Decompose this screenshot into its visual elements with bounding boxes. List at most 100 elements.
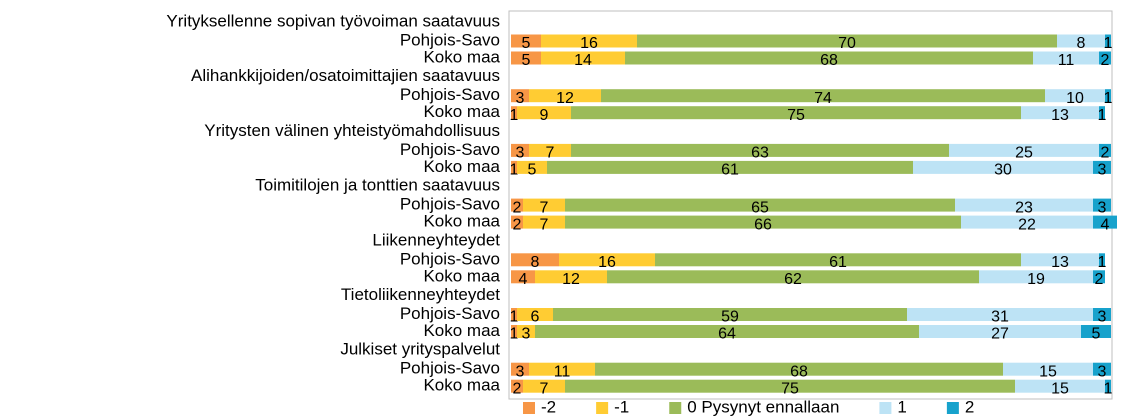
bar-segment (1033, 51, 1099, 65)
bar-segment (523, 198, 565, 212)
data-label: 1 (1104, 35, 1113, 52)
data-label: 7 (546, 145, 555, 162)
data-label: 2 (1101, 145, 1110, 162)
data-label: 1 (510, 162, 519, 179)
category-label: Koko maa (423, 266, 500, 285)
bar-segment (511, 270, 535, 284)
bar-segment (511, 308, 517, 321)
bar-segment (1099, 51, 1111, 65)
group-title: Alihankkijoiden/osatoimittajien saatavuu… (191, 66, 500, 85)
bar-segment (1057, 34, 1105, 48)
data-label: 64 (718, 326, 736, 343)
data-label: 9 (540, 107, 549, 124)
data-label: 2 (1095, 271, 1104, 288)
bar-segment (511, 89, 529, 103)
data-label: 16 (598, 254, 616, 271)
data-label: 15 (1039, 363, 1057, 380)
legend-swatch (596, 402, 609, 414)
data-label: 1 (1104, 90, 1113, 107)
data-label: 30 (994, 162, 1012, 179)
data-label: 2 (513, 199, 522, 216)
bar-segment (565, 379, 1015, 393)
bar-segment (529, 89, 601, 103)
bar-segment (511, 362, 529, 376)
bar-segment (1021, 253, 1099, 267)
data-label: 4 (1101, 216, 1110, 233)
category-label: Pohjois-Savo (400, 249, 500, 268)
data-label: 3 (516, 145, 525, 162)
bar-segment (1015, 379, 1105, 393)
data-label: 13 (1051, 107, 1069, 124)
bar-segment (541, 34, 637, 48)
data-label: 11 (554, 363, 571, 380)
bar-segment (1003, 362, 1093, 376)
bar-segment (571, 106, 1021, 120)
bar-segment (1093, 198, 1111, 212)
bar-segment (511, 51, 541, 65)
data-label: 4 (519, 271, 528, 288)
bar-segment (535, 325, 919, 338)
data-label: 3 (516, 363, 525, 380)
bar-segment (1045, 89, 1105, 103)
bar-segment (535, 270, 607, 284)
bar-segment (511, 215, 523, 229)
category-label: Pohjois-Savo (400, 30, 500, 49)
data-label: 3 (1098, 363, 1107, 380)
bar-segment (511, 34, 541, 48)
data-label: 3 (516, 90, 525, 107)
legend-swatch (946, 402, 959, 414)
bar-segment (1093, 160, 1111, 174)
bar-segment (1093, 308, 1111, 321)
data-label: 3 (1098, 309, 1107, 326)
bar-segment (517, 308, 553, 321)
category-label: Koko maa (423, 212, 500, 231)
bar-segment (517, 325, 535, 338)
bar-segment (517, 106, 571, 120)
bar-segment (529, 143, 571, 157)
data-label: 14 (574, 52, 592, 69)
group-title: Yrityksellenne sopivan työvoiman saatavu… (166, 11, 500, 30)
legend-label: -2 (541, 397, 556, 416)
bar-segment (919, 325, 1081, 338)
legend-label: 2 (965, 397, 974, 416)
data-label: 5 (528, 162, 537, 179)
bar-segment (571, 143, 949, 157)
bar-segment (511, 253, 559, 267)
data-label: 12 (556, 90, 574, 107)
data-label: 3 (522, 326, 531, 343)
data-label: 7 (540, 216, 549, 233)
group-title: Yritysten välinen yhteistyömahdollisuus (204, 121, 500, 140)
data-label: 7 (540, 199, 549, 216)
data-label: 1 (510, 309, 519, 326)
legend-swatch (879, 402, 892, 414)
bar-segment (1081, 325, 1111, 338)
data-label: 1 (510, 326, 519, 343)
data-label: 8 (1077, 35, 1086, 52)
data-label: 25 (1015, 145, 1033, 162)
bar-segment (949, 143, 1099, 157)
bar-segment (1093, 215, 1117, 229)
data-label: 1 (1098, 254, 1107, 271)
data-label: 75 (787, 107, 805, 124)
data-label: 70 (838, 35, 856, 52)
data-label: 5 (1092, 326, 1101, 343)
data-label: 27 (991, 326, 1009, 343)
data-label: 15 (1051, 380, 1069, 397)
bar-segment (637, 34, 1057, 48)
bar-segment (517, 160, 547, 174)
bar-segment (955, 198, 1093, 212)
category-label: Pohjois-Savo (400, 140, 500, 159)
data-label: 1 (1104, 380, 1113, 397)
data-label: 19 (1027, 271, 1045, 288)
bar-segment (511, 106, 517, 120)
bar-segment (607, 270, 979, 284)
group-title: Julkiset yrityspalvelut (340, 340, 500, 359)
data-label: 68 (790, 363, 808, 380)
bar-segment (1099, 143, 1111, 157)
category-label: Pohjois-Savo (400, 195, 500, 214)
data-label: 75 (781, 380, 799, 397)
data-label: 3 (1098, 162, 1107, 179)
category-label: Koko maa (423, 376, 500, 395)
data-label: 8 (531, 254, 540, 271)
bar-segment (1099, 253, 1105, 267)
